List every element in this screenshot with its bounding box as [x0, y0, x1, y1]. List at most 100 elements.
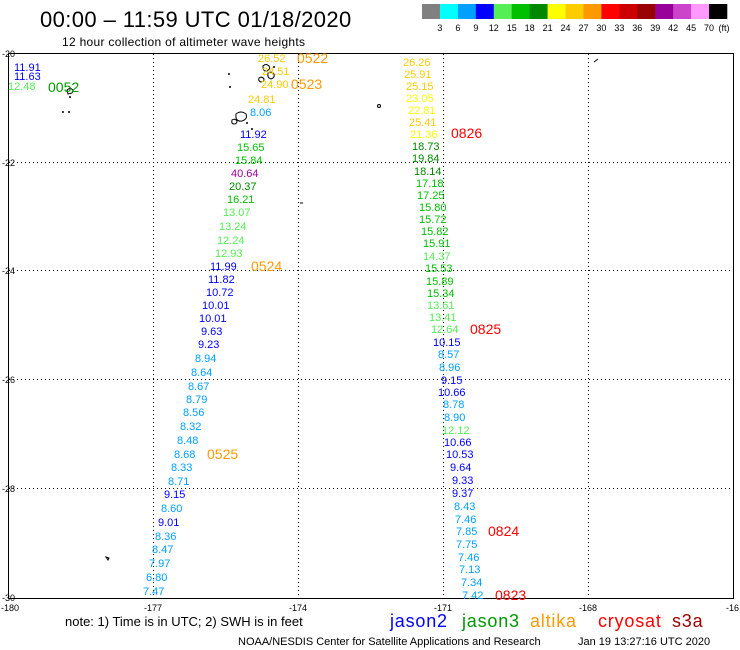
color-scale-label: 24	[561, 23, 571, 33]
wave-height-value: 10.15	[433, 337, 461, 349]
wave-height-value: 17.18	[416, 178, 444, 190]
wave-height-value: 8.67	[188, 381, 209, 393]
footer: note: 1) Time is in UTC; 2) SWH is in fe…	[65, 611, 710, 648]
longitude-labels: -180 -177 -174 -171 -168 -16	[1, 603, 739, 613]
wave-height-value: 24.90	[261, 79, 289, 91]
color-scale-swatch	[422, 4, 441, 19]
wave-height-value: 25.41	[409, 117, 437, 129]
wave-height-value: 7.75	[456, 539, 477, 551]
color-scale-label: 30	[596, 23, 606, 33]
longitude-label: -174	[289, 603, 307, 613]
wave-height-value: 18.73	[412, 141, 440, 153]
wave-height-value: 12.48	[8, 81, 36, 93]
latitude-label: -22	[2, 158, 15, 168]
color-scale-swatch	[601, 4, 620, 19]
pass-label: 0525	[207, 446, 238, 462]
wave-height-value: 11.92	[240, 129, 267, 141]
wave-height-value: 15.53	[425, 263, 453, 275]
color-scale-label: 39	[650, 23, 660, 33]
color-scale-unit: (ft)	[719, 23, 730, 33]
island-dot	[246, 122, 248, 124]
color-scale-label: 9	[473, 23, 478, 33]
wave-height-value: 8.56	[183, 407, 204, 419]
wave-height-value: 21.36	[410, 129, 438, 141]
wave-height-value: 8.64	[191, 367, 212, 379]
color-scale-swatch	[439, 4, 459, 19]
color-scale-swatch	[655, 4, 674, 19]
island-outline	[593, 58, 599, 63]
wave-height-value: 8.32	[180, 421, 201, 433]
wave-height-value: 7.13	[459, 564, 480, 576]
pass-label: 0824	[488, 523, 519, 539]
color-scale-legend: (ft) 3 6 9 12 15 18 21 24 27 30 33 36 39 42 45 70	[422, 4, 730, 33]
color-scale-swatch	[619, 4, 638, 19]
satellite-legend-item: cryosat	[598, 611, 662, 631]
color-scale-swatch	[457, 4, 477, 19]
pass-label: 0522	[297, 50, 328, 66]
island-dot	[68, 111, 70, 113]
satellite-legend-item: jason3	[461, 611, 520, 631]
wave-height-value: 8.33	[171, 462, 192, 474]
wave-height-value: 7.97	[149, 558, 170, 570]
color-scale-label: 18	[525, 23, 535, 33]
color-scale-swatch	[583, 4, 602, 19]
color-scale-swatch	[475, 4, 495, 19]
wave-height-value: 10.53	[446, 449, 474, 461]
wave-height-value: 10.01	[199, 313, 227, 325]
island-outlines	[62, 58, 599, 561]
wave-height-value: 12.12	[442, 425, 470, 437]
wave-height-value: 7.46	[455, 514, 476, 526]
wave-height-value: 8.43	[454, 501, 475, 513]
wave-height-value: 8.90	[444, 412, 465, 424]
wave-height-value: 26.52	[258, 53, 286, 65]
color-scale-label: 45	[686, 23, 696, 33]
wave-height-value: 25.91	[404, 69, 432, 81]
color-scale-label: 15	[507, 23, 517, 33]
wave-height-value: 8.48	[177, 435, 198, 447]
wave-height-value: 11.63	[14, 71, 41, 83]
wave-height-value: 9.15	[441, 375, 462, 387]
color-scale-swatch	[673, 4, 692, 19]
wave-height-value: 10.01	[202, 300, 230, 312]
color-scale-label: 21	[543, 23, 553, 33]
wave-height-value: 17.25	[417, 190, 445, 202]
pass-label: 0052	[48, 79, 79, 95]
generation-timestamp: Jan 19 13:27:16 UTC 2020	[578, 636, 710, 648]
wave-height-value: 15.89	[426, 276, 454, 288]
color-scale-label: 42	[668, 23, 678, 33]
pass-labels: 0052 0522 0523 0524 0525 0826 0825 0824 0823	[48, 50, 526, 603]
color-scale-swatch	[565, 4, 584, 19]
wave-height-value: 15.80	[419, 202, 447, 214]
wave-height-value: 13.41	[429, 312, 457, 324]
island-outline	[235, 111, 247, 122]
color-scale-swatch	[709, 4, 728, 19]
color-scale-label: 27	[578, 23, 588, 33]
wave-height-value: 7.85	[456, 526, 477, 538]
wave-height-value: 40.64	[231, 168, 259, 180]
footer-note: note: 1) Time is in UTC; 2) SWH is in fe…	[65, 614, 303, 629]
wave-height-value: 23.05	[406, 93, 434, 105]
longitude-label: -180	[1, 603, 19, 613]
color-scale-label: 33	[614, 23, 624, 33]
latitude-label: -24	[2, 266, 15, 276]
longitude-label: -168	[579, 603, 597, 613]
color-scale-label: 12	[489, 23, 499, 33]
wave-height-value: 25.15	[406, 81, 434, 93]
wave-height-value: 9.37	[452, 488, 473, 500]
color-scale-swatch	[511, 4, 530, 19]
header: 00:00 – 11:59 UTC 01/18/2020 12 hour col…	[40, 7, 351, 49]
color-scale-swatch	[637, 4, 656, 19]
page-subtitle: 12 hour collection of altimeter wave hei…	[62, 35, 305, 49]
wave-height-value: 8.78	[443, 399, 464, 411]
pass-label: 0823	[495, 587, 526, 603]
island-dot	[69, 96, 71, 98]
wave-height-value: 9.33	[452, 475, 473, 487]
color-scale-swatch	[691, 4, 710, 19]
pass-label: 0826	[451, 125, 482, 141]
wave-height-value: 6.80	[146, 572, 167, 584]
island-dot	[228, 73, 230, 75]
wave-height-value: 9.64	[450, 462, 471, 474]
wave-height-value: 15.82	[421, 226, 449, 238]
wave-height-value: 19.84	[412, 153, 440, 165]
